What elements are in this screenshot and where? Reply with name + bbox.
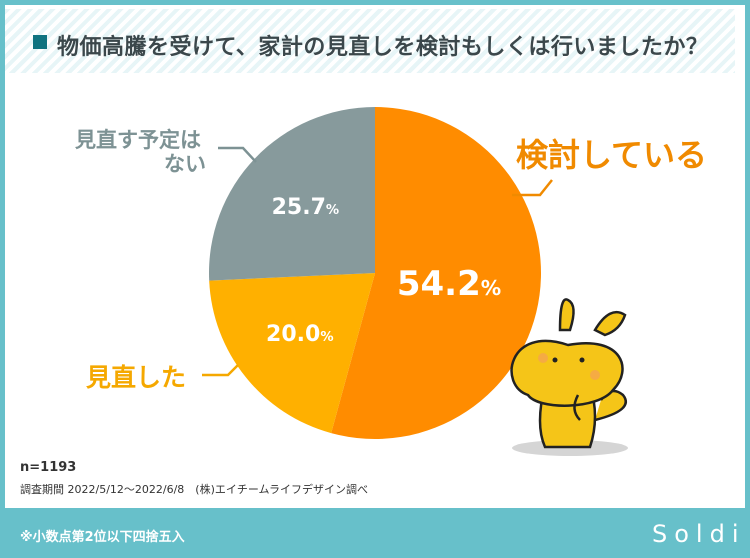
sample-size: n=1193	[20, 460, 77, 475]
pie-slice	[209, 273, 375, 434]
label-no-plan-2: ない	[164, 152, 206, 176]
pie-slice	[209, 106, 375, 281]
rounding-note: ※小数点第2位以下四捨五入	[20, 530, 185, 545]
label-considering: 検討している	[516, 136, 708, 174]
label-no-plan-1: 見直す予定は	[75, 128, 201, 152]
leader-line	[218, 146, 257, 163]
soldi-logo: Soldi	[652, 520, 746, 548]
title-square-icon	[33, 35, 47, 49]
title-bar: 物価高騰を受けて、家計の見直しを検討もしくは行いましたか？	[5, 9, 735, 73]
leader-line	[512, 179, 553, 197]
leader-line	[202, 364, 239, 377]
chart-title: 物価高騰を受けて、家計の見直しを検討もしくは行いましたか？	[57, 35, 709, 60]
pie-slice	[331, 107, 541, 440]
label-reviewed: 見直した	[86, 363, 187, 392]
survey-period: 調査期間 2022/5/12〜2022/6/8 (株)エイチームライフデザイン調…	[20, 483, 369, 496]
